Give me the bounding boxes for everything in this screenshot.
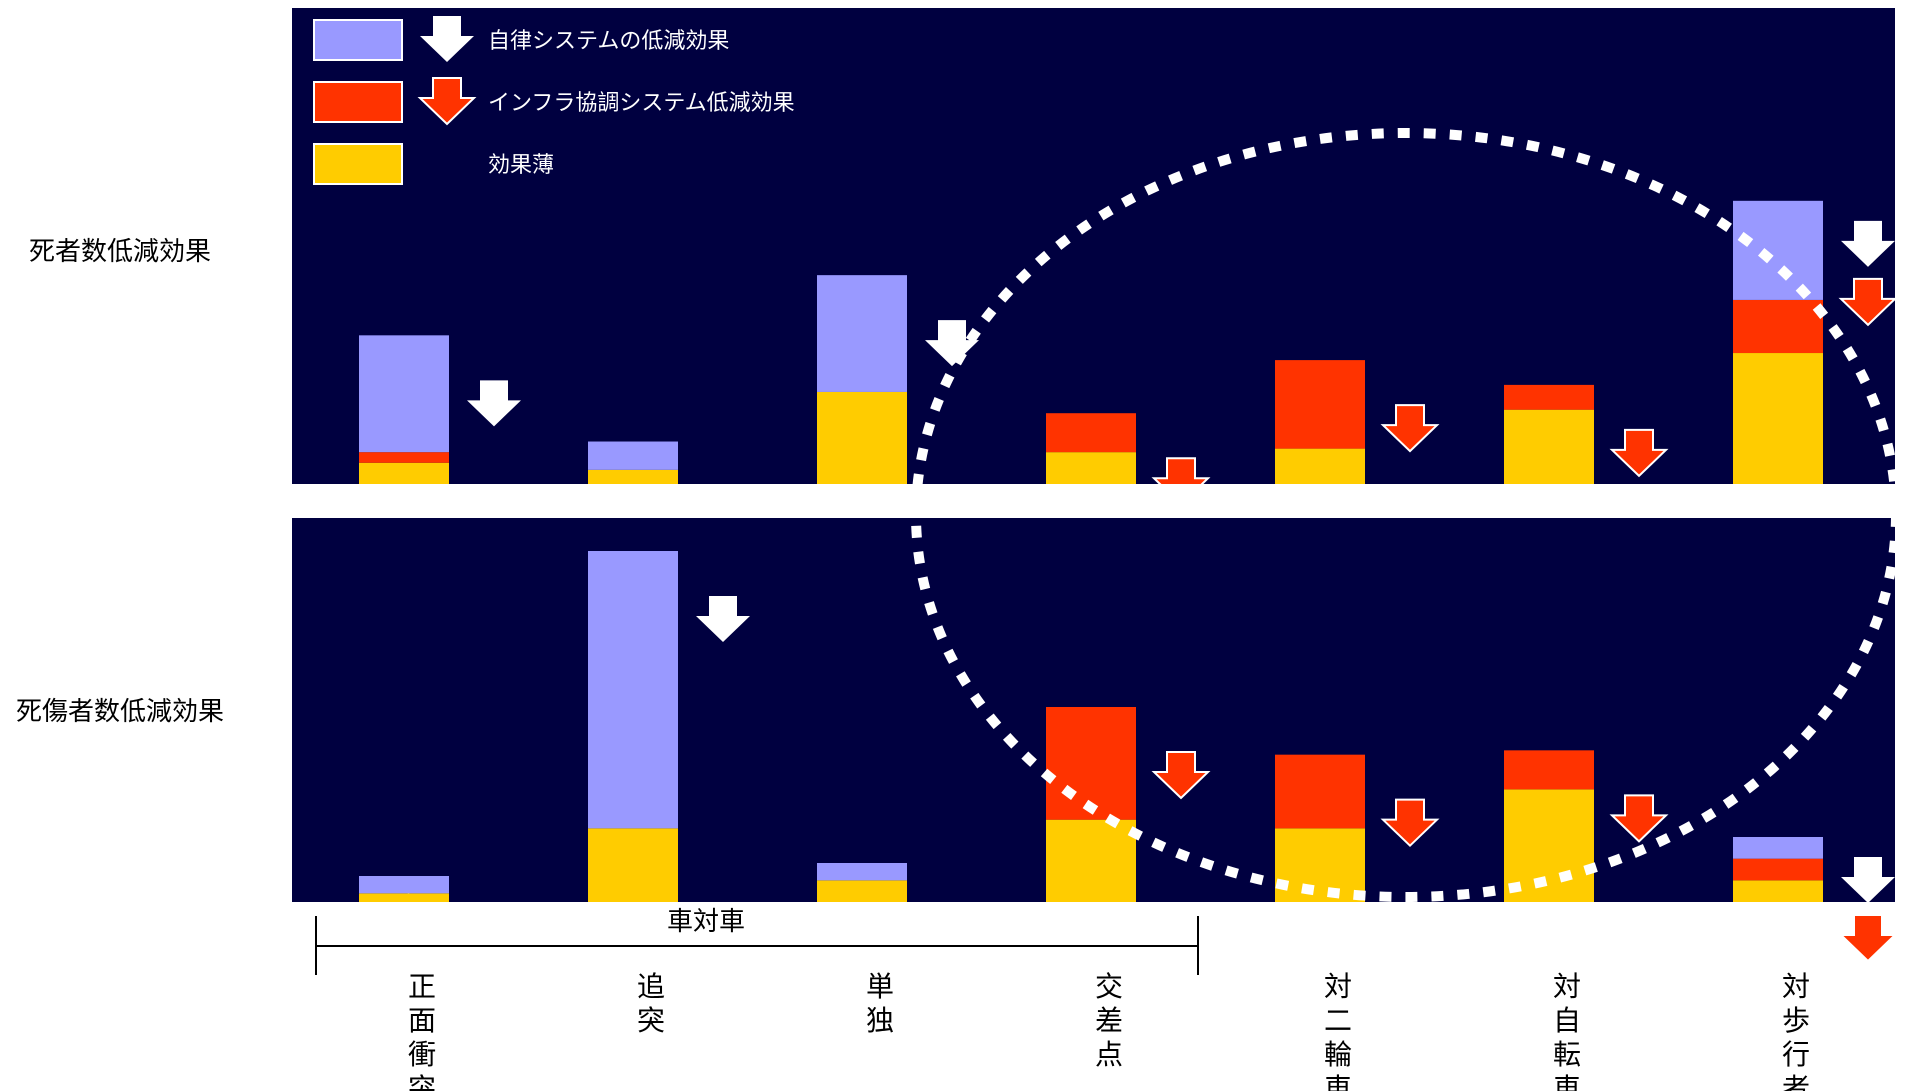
red-down-arrow bbox=[1380, 798, 1440, 848]
bar-segment bbox=[588, 551, 678, 829]
bar-segment bbox=[817, 275, 907, 392]
panel-title: 死者数低減効果 bbox=[29, 237, 211, 267]
category-label: 対 bbox=[1782, 970, 1810, 1003]
white-down-arrow bbox=[925, 908, 979, 954]
bar-segment bbox=[359, 893, 449, 902]
bar-segment bbox=[1733, 353, 1823, 484]
category-label: 自 bbox=[1553, 1004, 1581, 1037]
bar-segment bbox=[1275, 754, 1365, 829]
legend-label: インフラ協調システム低減効果 bbox=[488, 91, 795, 116]
red-down-arrow bbox=[1838, 277, 1898, 327]
bar-segment bbox=[588, 441, 678, 470]
bar-segment bbox=[1733, 880, 1823, 902]
category-label: 行 bbox=[1782, 1038, 1810, 1071]
bar-segment bbox=[359, 876, 449, 894]
category-label: 対 bbox=[1324, 970, 1352, 1003]
red-down-arrow bbox=[1609, 794, 1669, 843]
bar-segment bbox=[359, 462, 449, 484]
red-down-arrow bbox=[1838, 914, 1898, 963]
group-label: 車対車 bbox=[667, 907, 745, 937]
legend-white-arrow bbox=[420, 16, 474, 62]
bar-segment bbox=[359, 335, 449, 453]
white-down-arrow bbox=[1841, 857, 1895, 903]
panel-title: 死傷者数低減効果 bbox=[16, 697, 224, 727]
category-label: 歩 bbox=[1782, 1004, 1810, 1037]
bar-segment bbox=[588, 828, 678, 902]
bar-segment bbox=[817, 391, 907, 484]
category-label: 車 bbox=[1324, 1072, 1352, 1091]
bar-segment bbox=[1046, 452, 1136, 484]
white-down-arrow bbox=[696, 596, 750, 642]
bar-segment bbox=[1275, 448, 1365, 484]
category-label: 独 bbox=[866, 1004, 894, 1037]
red-down-arrow bbox=[1151, 751, 1211, 800]
bar-segment bbox=[817, 863, 907, 881]
legend-red-arrow bbox=[417, 77, 477, 126]
category-label: 者 bbox=[1782, 1072, 1810, 1091]
bar-segment bbox=[1275, 360, 1365, 449]
bar-segment bbox=[1733, 200, 1823, 300]
bar-segment bbox=[1504, 384, 1594, 410]
bar-segment bbox=[1733, 837, 1823, 859]
bar-segment bbox=[1733, 858, 1823, 881]
category-label: 二 bbox=[1324, 1004, 1352, 1037]
legend-label: 効果薄 bbox=[488, 153, 554, 178]
panel-background bbox=[292, 8, 1895, 484]
white-down-arrow bbox=[467, 921, 521, 967]
category-label: 追 bbox=[637, 970, 665, 1003]
category-label: 対 bbox=[1553, 970, 1581, 1003]
legend-swatch bbox=[313, 81, 403, 123]
category-label: 突 bbox=[637, 1004, 665, 1037]
bar-segment bbox=[1046, 819, 1136, 902]
panel-gap bbox=[292, 484, 1895, 518]
bar-segment bbox=[588, 469, 678, 484]
bar-segment bbox=[1046, 707, 1136, 820]
category-label: 差 bbox=[1095, 1004, 1123, 1037]
red-down-arrow bbox=[1380, 404, 1440, 453]
category-label: 転 bbox=[1553, 1038, 1581, 1071]
category-label: 交 bbox=[1095, 970, 1123, 1003]
white-down-arrow bbox=[1841, 220, 1895, 267]
highlight-circle bbox=[911, 128, 1901, 902]
category-label: 衝 bbox=[408, 1038, 436, 1071]
bar-segment bbox=[1504, 750, 1594, 790]
white-down-arrow bbox=[467, 380, 521, 427]
bar-segment bbox=[1733, 299, 1823, 354]
legend-swatch bbox=[313, 143, 403, 185]
category-label: 単 bbox=[866, 970, 894, 1003]
bar-segment bbox=[817, 880, 907, 902]
category-label: 正 bbox=[408, 970, 436, 1003]
bar-segment bbox=[1046, 413, 1136, 453]
legend-swatch bbox=[313, 19, 403, 61]
category-label: 面 bbox=[408, 1004, 436, 1037]
bar-segment bbox=[359, 452, 449, 463]
category-label: 点 bbox=[1095, 1038, 1123, 1071]
category-label: 突 bbox=[408, 1072, 436, 1091]
category-label: 車 bbox=[1553, 1072, 1581, 1091]
bar-segment bbox=[1504, 409, 1594, 484]
legend-label: 自律システムの低減効果 bbox=[488, 29, 729, 54]
red-down-arrow bbox=[1609, 428, 1669, 478]
category-label: 輪 bbox=[1324, 1038, 1352, 1071]
bar-segment bbox=[1275, 828, 1365, 902]
white-down-arrow bbox=[925, 320, 979, 367]
